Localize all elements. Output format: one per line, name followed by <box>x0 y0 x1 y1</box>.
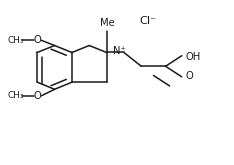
Text: O: O <box>33 35 41 45</box>
Text: CH₃: CH₃ <box>7 91 24 100</box>
Text: O: O <box>33 91 41 101</box>
Text: CH₃: CH₃ <box>7 36 24 45</box>
Text: Cl⁻: Cl⁻ <box>140 16 157 26</box>
Text: OH: OH <box>185 52 201 62</box>
Text: N⁺: N⁺ <box>113 46 126 56</box>
Text: O: O <box>186 71 194 81</box>
Text: Me: Me <box>100 18 115 28</box>
